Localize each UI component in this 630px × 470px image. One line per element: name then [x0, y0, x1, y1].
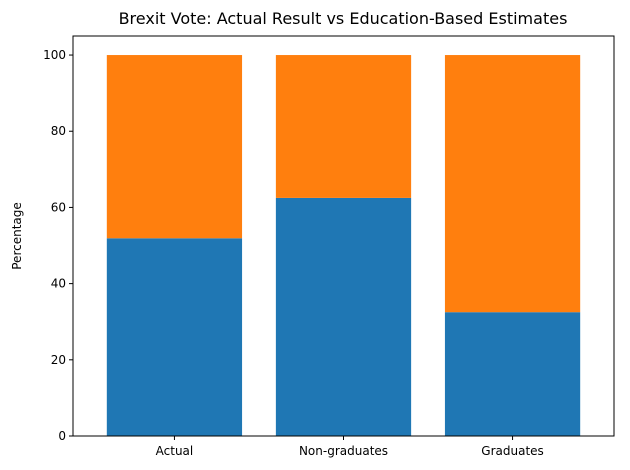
y-axis-label: Percentage — [10, 202, 24, 270]
y-tick-label: 0 — [58, 429, 66, 443]
y-tick-label: 60 — [51, 200, 66, 214]
bars-group — [106, 55, 581, 436]
y-tick-label: 100 — [43, 48, 66, 62]
x-tick-label: Actual — [156, 444, 194, 458]
x-tick-label: Graduates — [481, 444, 544, 458]
bar-actual-series-2 — [106, 55, 243, 239]
y-tick-label: 20 — [51, 353, 66, 367]
bar-graduates-series-1 — [444, 312, 581, 436]
axes-group: 0 20 40 60 80 100 Actual Non-graduates Graduates — [43, 35, 615, 458]
chart-title: Brexit Vote: Actual Result vs Education-… — [119, 9, 568, 28]
bar-graduates-series-2 — [444, 55, 581, 313]
y-tick-label: 80 — [51, 124, 66, 138]
bar-non-graduates-series-1 — [275, 197, 412, 436]
x-tick-label: Non-graduates — [299, 444, 388, 458]
y-tick-label: 40 — [51, 277, 66, 291]
bar-actual-series-1 — [106, 238, 243, 436]
bar-non-graduates-series-2 — [275, 55, 412, 198]
